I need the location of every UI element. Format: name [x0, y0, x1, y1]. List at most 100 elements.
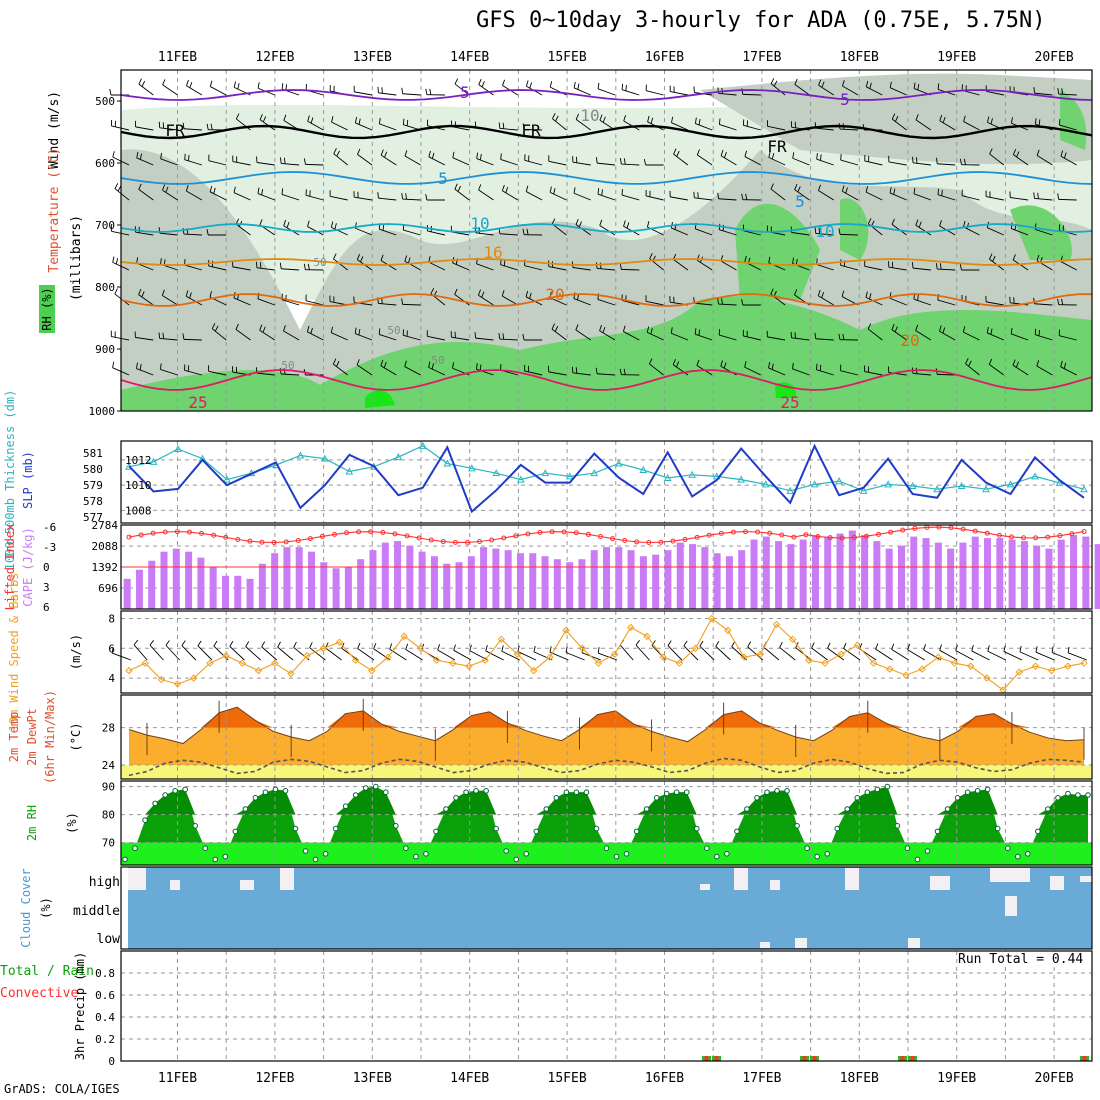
temperature-contour — [120, 293, 1093, 307]
wind-barb — [332, 358, 337, 365]
rh-point — [172, 788, 178, 794]
rh-point — [764, 789, 770, 796]
wind-barb — [498, 333, 501, 340]
wind10-tick: 8 — [108, 612, 115, 625]
lifted-index-tick: 6 — [43, 601, 50, 614]
cape-bar — [308, 551, 316, 609]
cape-bar — [197, 557, 205, 609]
wind-barb — [184, 369, 203, 376]
wind-barb — [913, 298, 932, 306]
wind-barb — [937, 299, 956, 306]
lifted-index-point — [839, 535, 845, 541]
rh-point — [944, 806, 951, 812]
wind-barb — [963, 115, 966, 122]
rh-point — [543, 806, 550, 812]
date-label-bottom: 13FEB — [353, 1071, 392, 1086]
wind-barb — [505, 186, 509, 193]
wind-barb — [357, 148, 361, 155]
wind-axis-label: Wind (m/s) — [47, 91, 62, 169]
lifted-index-point — [1008, 534, 1014, 540]
thickness-point — [614, 459, 623, 467]
wind-barb — [330, 221, 334, 228]
cape-bar — [467, 556, 475, 609]
wind-barb — [331, 121, 348, 131]
wind-barb — [990, 328, 993, 335]
lifted-index-point — [162, 529, 168, 535]
thickness-point — [761, 480, 770, 488]
wind-barb — [235, 329, 251, 341]
wind-panel-frame — [120, 69, 1093, 412]
rh-point — [222, 853, 229, 860]
lifted-index-point — [948, 525, 954, 531]
wind-barb — [182, 122, 185, 129]
wind-barb — [214, 325, 219, 332]
cape-bar — [934, 542, 942, 609]
wind-barb — [817, 289, 821, 296]
wind-barb — [430, 288, 435, 294]
wind-barb — [937, 194, 956, 201]
wind-barb — [572, 372, 591, 376]
wind-barb — [816, 158, 834, 166]
wind-barb — [743, 230, 761, 236]
wind-barb — [963, 220, 966, 227]
wind-barb — [307, 331, 324, 341]
wind-barb — [211, 323, 216, 329]
wind-barb — [939, 220, 942, 227]
wind-barb — [621, 89, 640, 96]
wind-barb — [549, 291, 552, 298]
wind10-barb — [165, 640, 170, 646]
wind-barb — [1063, 152, 1067, 159]
wind-barb — [1057, 88, 1060, 95]
cape-bar — [762, 536, 770, 609]
wind-barb — [866, 86, 883, 96]
wind10-barb — [1035, 651, 1055, 661]
wind-barb — [159, 337, 178, 341]
wind10-point — [222, 652, 230, 660]
wind10-point — [659, 653, 667, 661]
wind-barb — [183, 338, 202, 341]
rh-point — [824, 851, 830, 857]
cloud-level-label: low — [97, 932, 121, 947]
wind-barb — [1012, 148, 1017, 155]
wind-barb — [891, 118, 907, 131]
cape-bar — [996, 538, 1004, 609]
wind10-barb — [763, 646, 780, 661]
wind-barb — [162, 79, 166, 86]
wind10-barb — [469, 650, 488, 661]
lifted-index-point — [356, 529, 362, 535]
wind-barb — [1036, 360, 1040, 367]
temp-axis-label: (6hr Min/Max) — [43, 690, 57, 784]
wind-barb — [160, 369, 178, 376]
wind-barb — [575, 119, 591, 131]
rh-point — [262, 789, 269, 796]
wind10-barb — [779, 647, 796, 661]
wind-barb — [525, 290, 529, 297]
wind-barb — [722, 224, 725, 231]
wind-barb — [211, 328, 227, 341]
thickness-point — [884, 480, 892, 488]
contour-label: 20 — [545, 285, 564, 304]
wind-barb — [262, 326, 266, 333]
wind-barb — [917, 294, 919, 301]
lifted-index-point — [319, 533, 325, 539]
wind-barb — [404, 260, 421, 271]
rh-point — [1055, 795, 1061, 801]
wind-barb — [454, 294, 470, 306]
wind10-barb — [971, 650, 990, 661]
cape-bar — [971, 536, 979, 609]
cape-bar — [443, 563, 451, 609]
wind-barb — [307, 120, 324, 131]
wind-barb — [502, 333, 505, 340]
wind-barb — [621, 83, 624, 90]
wind-barb — [208, 160, 227, 166]
precip-convective-bar — [802, 1056, 807, 1061]
contour-label: 50 — [431, 354, 444, 367]
wind-barb — [792, 368, 810, 376]
wind-barb — [209, 185, 213, 192]
rh-point — [403, 845, 409, 852]
rh-shading — [1010, 205, 1072, 260]
wind-barb — [259, 219, 263, 226]
temp-area-high — [129, 707, 1084, 728]
wind-barb — [937, 373, 956, 376]
cape-bar — [848, 530, 856, 609]
